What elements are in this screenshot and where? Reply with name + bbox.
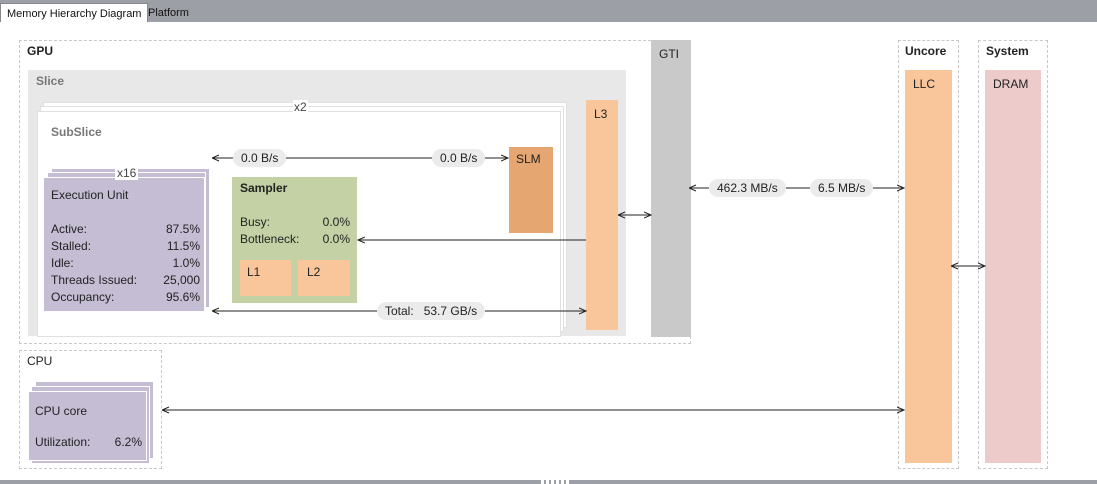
l2-cache: L2 xyxy=(298,260,350,296)
stat-value: 1.0% xyxy=(172,256,200,270)
l2-label: L2 xyxy=(307,265,321,279)
stat-value: 95.6% xyxy=(165,290,200,304)
utilization-label: Utilization: xyxy=(35,435,91,449)
execution-unit-title: Execution Unit xyxy=(51,188,129,202)
stat-label: Active: xyxy=(51,222,88,236)
stat-value: 25,000 xyxy=(163,273,200,287)
gpu-title: GPU xyxy=(27,44,54,58)
cpu-title: CPU xyxy=(27,354,53,368)
utilization-value: 6.2% xyxy=(114,435,142,449)
stat-label: Occupancy: xyxy=(51,290,115,304)
stat-row: Stalled: 11.5% xyxy=(51,238,200,255)
bw-eu-slm-right: 0.0 B/s xyxy=(432,149,486,167)
stat-row: Threads Issued: 25,000 xyxy=(51,272,200,289)
llc-label: LLC xyxy=(913,77,936,91)
uncore-title: Uncore xyxy=(905,44,947,58)
uncore-box xyxy=(898,40,959,469)
eu-stats: Active: 87.5% Stalled: 11.5% Idle: 1.0% Thread… xyxy=(51,221,200,306)
system-box xyxy=(978,40,1048,469)
stat-value: 0.0% xyxy=(322,215,350,229)
total-label: Total: xyxy=(385,304,414,318)
bw-gti-right: 6.5 MB/s xyxy=(810,179,874,197)
llc-cache: LLC xyxy=(905,70,952,463)
stat-value: 0.0% xyxy=(322,232,350,246)
slm-label: SLM xyxy=(516,152,541,166)
execution-unit-box: Execution Unit Active: 87.5% Stalled: 11.5%… xyxy=(43,177,205,312)
total-value: 53.7 GB/s xyxy=(423,304,478,318)
stat-value: 87.5% xyxy=(165,222,200,236)
l3-label: L3 xyxy=(594,107,608,121)
bw-gti-left: 462.3 MB/s xyxy=(709,179,786,197)
stat-row: Idle: 1.0% xyxy=(51,255,200,272)
slm-box: SLM xyxy=(509,147,553,233)
l3-cache: L3 xyxy=(586,100,618,330)
stat-row: Occupancy: 95.6% xyxy=(51,289,200,306)
diagram-canvas: GPU Slice x2 SubSlice Execution Unit Act… xyxy=(0,22,1097,480)
cpu-box xyxy=(19,350,162,469)
stat-label: Stalled: xyxy=(51,239,92,253)
stat-row: Active: 87.5% xyxy=(51,221,200,238)
stat-label: Threads Issued: xyxy=(51,273,138,287)
system-title: System xyxy=(986,44,1029,58)
gti-box: GTI xyxy=(651,40,691,337)
slice-multiplier: x2 xyxy=(293,100,308,114)
sampler-stats: Busy: 0.0% Bottleneck: 0.0% xyxy=(240,214,350,248)
dram-label: DRAM xyxy=(993,77,1029,91)
l1-label: L1 xyxy=(247,265,261,279)
subslice-title: SubSlice xyxy=(51,125,102,139)
stat-label: Busy: xyxy=(240,215,271,229)
bw-eu-slm-left: 0.0 B/s xyxy=(233,149,287,167)
gti-label: GTI xyxy=(659,47,679,61)
stat-row: Bottleneck: 0.0% xyxy=(240,231,350,248)
sampler-title: Sampler xyxy=(240,181,288,195)
stat-row: Busy: 0.0% xyxy=(240,214,350,231)
tab-platform[interactable]: Platform xyxy=(148,7,189,19)
eu-multiplier: x16 xyxy=(115,166,139,180)
stat-label: Bottleneck: xyxy=(240,232,300,246)
cpu-core-box: CPU core Utilization: 6.2% xyxy=(28,391,147,461)
stat-label: Idle: xyxy=(51,256,74,270)
cpu-core-title: CPU core xyxy=(35,404,88,418)
stat-value: 11.5% xyxy=(166,239,200,253)
splitter-handle[interactable] xyxy=(541,480,569,484)
l1-cache: L1 xyxy=(240,260,291,296)
dram-box: DRAM xyxy=(985,70,1041,463)
tab-memory-hierarchy-diagram[interactable]: Memory Hierarchy Diagram xyxy=(0,3,149,24)
slice-title: Slice xyxy=(36,74,65,88)
bw-total: Total: 53.7 GB/s xyxy=(377,302,486,320)
